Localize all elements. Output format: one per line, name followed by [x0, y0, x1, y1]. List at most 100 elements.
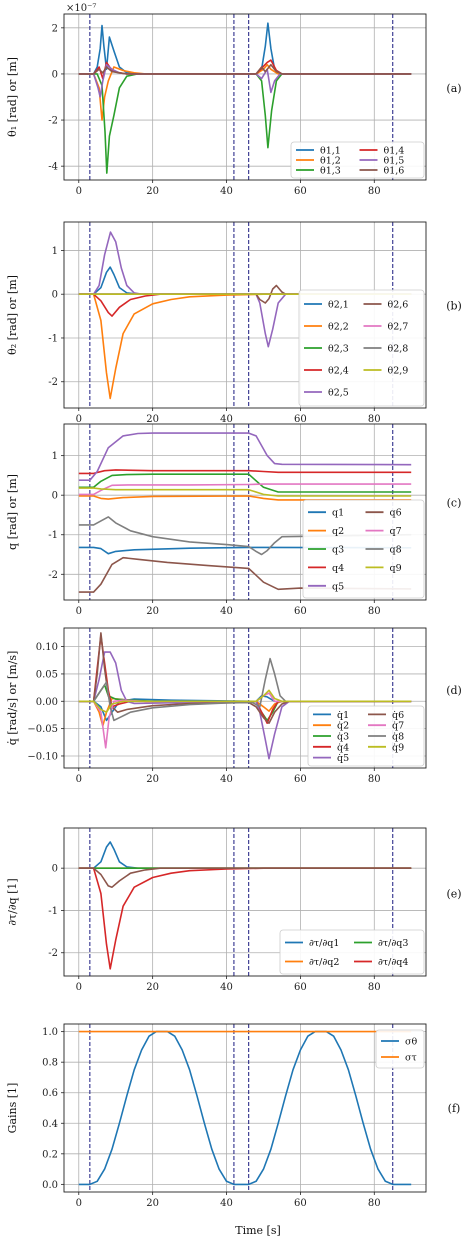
- y-tick-label: 0.00: [36, 697, 58, 708]
- y-tick-label: 0: [52, 69, 58, 80]
- panel-e: 0 20 40 60 80 -2 -1 0 ∂τ/∂q [1] (e) ∂τ/∂q1 ∂τ/∂q2 ∂τ…: [6, 827, 462, 993]
- legend-entry: q1: [332, 508, 344, 519]
- legend-box: [298, 289, 425, 407]
- x-tick-label: 20: [146, 606, 159, 617]
- x-axis-label: Time [s]: [235, 1224, 281, 1237]
- y-tick-label: 0.4: [42, 1119, 58, 1130]
- legend-entry: q4: [332, 563, 344, 574]
- series-line-f-0: [78, 1030, 412, 1186]
- series-line-a-4: [78, 63, 412, 98]
- series-line-c-7: [78, 516, 412, 556]
- legend-entry: ∂τ/∂q2: [309, 957, 339, 968]
- legend-entry: θ2,2: [328, 322, 349, 333]
- legend-entry: q̇2: [337, 721, 349, 732]
- series-line-c-6: [78, 483, 412, 496]
- y-tick-label: -2: [48, 377, 58, 388]
- y-tick-label: 0.05: [36, 669, 58, 680]
- series-line-c-1: [78, 495, 412, 501]
- series-line-d-8: [78, 689, 412, 713]
- legend-entry: θ1,5: [384, 156, 405, 167]
- panel-c: 0 20 40 60 80 -2 -1 0 1 q [rad] or [m] (c) q1 q2 q3 q4…: [6, 423, 461, 617]
- legend-entry: ∂τ/∂q4: [378, 957, 408, 968]
- legend-entry: θ2,4: [328, 366, 349, 377]
- x-tick-label: 80: [368, 414, 381, 425]
- y-axis-label: θ₁ [rad] or [m]: [6, 57, 19, 137]
- y-tick-label: −0.10: [27, 751, 58, 762]
- axes-frame: [63, 627, 427, 769]
- legend-entry: q5: [332, 581, 344, 592]
- y-tick-label: -2: [48, 948, 58, 959]
- legend-entry: q̇4: [337, 742, 349, 753]
- legend-entry: θ2,3: [328, 344, 349, 355]
- x-tick-label: 60: [294, 1198, 307, 1209]
- series-line-c-2: [78, 473, 412, 493]
- panel-label: (e): [446, 888, 461, 901]
- legend-entry: q̇3: [337, 732, 349, 743]
- legend-entry: q3: [332, 545, 344, 556]
- series-line-a-2: [78, 73, 412, 174]
- series-line-e-0: [78, 841, 412, 869]
- y-axis-label: ∂τ/∂q [1]: [6, 878, 19, 925]
- x-tick-label: 60: [294, 186, 307, 197]
- y-tick-label: 0.2: [42, 1149, 58, 1160]
- x-tick-label: 60: [294, 774, 307, 785]
- y-tick-label: 0.10: [36, 642, 58, 653]
- legend-entry: θ1,6: [384, 166, 405, 177]
- legend-entry: q7: [390, 526, 402, 537]
- x-tick-label: 0: [76, 982, 82, 993]
- legend-entry: q̇8: [392, 732, 404, 743]
- axes-frame: [63, 827, 427, 977]
- legend-box: [290, 141, 425, 179]
- panel-d: 0 20 40 60 80 −0.10 −0.05 0.00 0.05 0.10 q̇ [rad/s…: [6, 627, 462, 785]
- legend-entry: θ2,9: [388, 366, 409, 377]
- legend-entry: q8: [390, 545, 402, 556]
- axes-frame: [63, 423, 427, 601]
- y-tick-label: 2: [52, 23, 58, 34]
- legend-entry: θ2,5: [328, 388, 349, 399]
- panel-label: (d): [446, 684, 462, 697]
- x-tick-label: 60: [294, 982, 307, 993]
- x-tick-label: 0: [76, 186, 82, 197]
- legend-entry: θ2,1: [328, 300, 349, 311]
- x-tick-label: 20: [146, 982, 159, 993]
- x-tick-label: 60: [294, 606, 307, 617]
- legend-entry: q̇6: [392, 710, 404, 721]
- x-tick-label: 40: [220, 982, 233, 993]
- series-line-c-4: [78, 432, 412, 481]
- legend-entry: q6: [390, 508, 402, 519]
- y-tick-label: 0.6: [42, 1088, 58, 1099]
- x-tick-label: 0: [76, 606, 82, 617]
- series-line-e-3: [78, 867, 412, 970]
- x-tick-label: 80: [368, 774, 381, 785]
- series-line-d-6: [78, 692, 412, 749]
- axes-frame: [63, 1023, 427, 1193]
- legend-entry: στ: [405, 1053, 417, 1064]
- legend-entry: q̇1: [337, 710, 349, 721]
- panel-label: (a): [446, 82, 461, 95]
- series-line-c-5: [78, 556, 412, 593]
- x-tick-label: 20: [146, 186, 159, 197]
- series-line-a-5: [78, 63, 412, 75]
- legend-entry: σθ: [405, 1037, 417, 1048]
- y-tick-label: -4: [48, 162, 58, 173]
- legend-entry: q̇9: [392, 742, 404, 753]
- legend-entry: q9: [390, 563, 402, 574]
- x-tick-label: 0: [76, 1198, 82, 1209]
- y-axis-label: q [rad] or [m]: [6, 474, 19, 550]
- panel-f: 0 20 40 60 80 0.0 0.2 0.4 0.6 0.8 1.0 Gains [1] (f) σ…: [6, 1023, 461, 1209]
- series-line-d-4: [78, 651, 412, 760]
- axes-frame: [63, 13, 427, 181]
- y-axis-label: Gains [1]: [6, 1083, 19, 1134]
- y-tick-label: -2: [48, 570, 58, 581]
- legend-entry: θ1,2: [320, 156, 341, 167]
- y-tick-label: -2: [48, 116, 58, 127]
- series-line-e-4: [78, 867, 412, 888]
- x-tick-label: 40: [220, 606, 233, 617]
- series-line-b-1: [78, 293, 412, 400]
- legend-box: [279, 929, 425, 975]
- x-tick-label: 80: [368, 186, 381, 197]
- x-tick-label: 20: [146, 414, 159, 425]
- series-line-d-7: [78, 657, 412, 722]
- panel-label: (f): [448, 1102, 461, 1115]
